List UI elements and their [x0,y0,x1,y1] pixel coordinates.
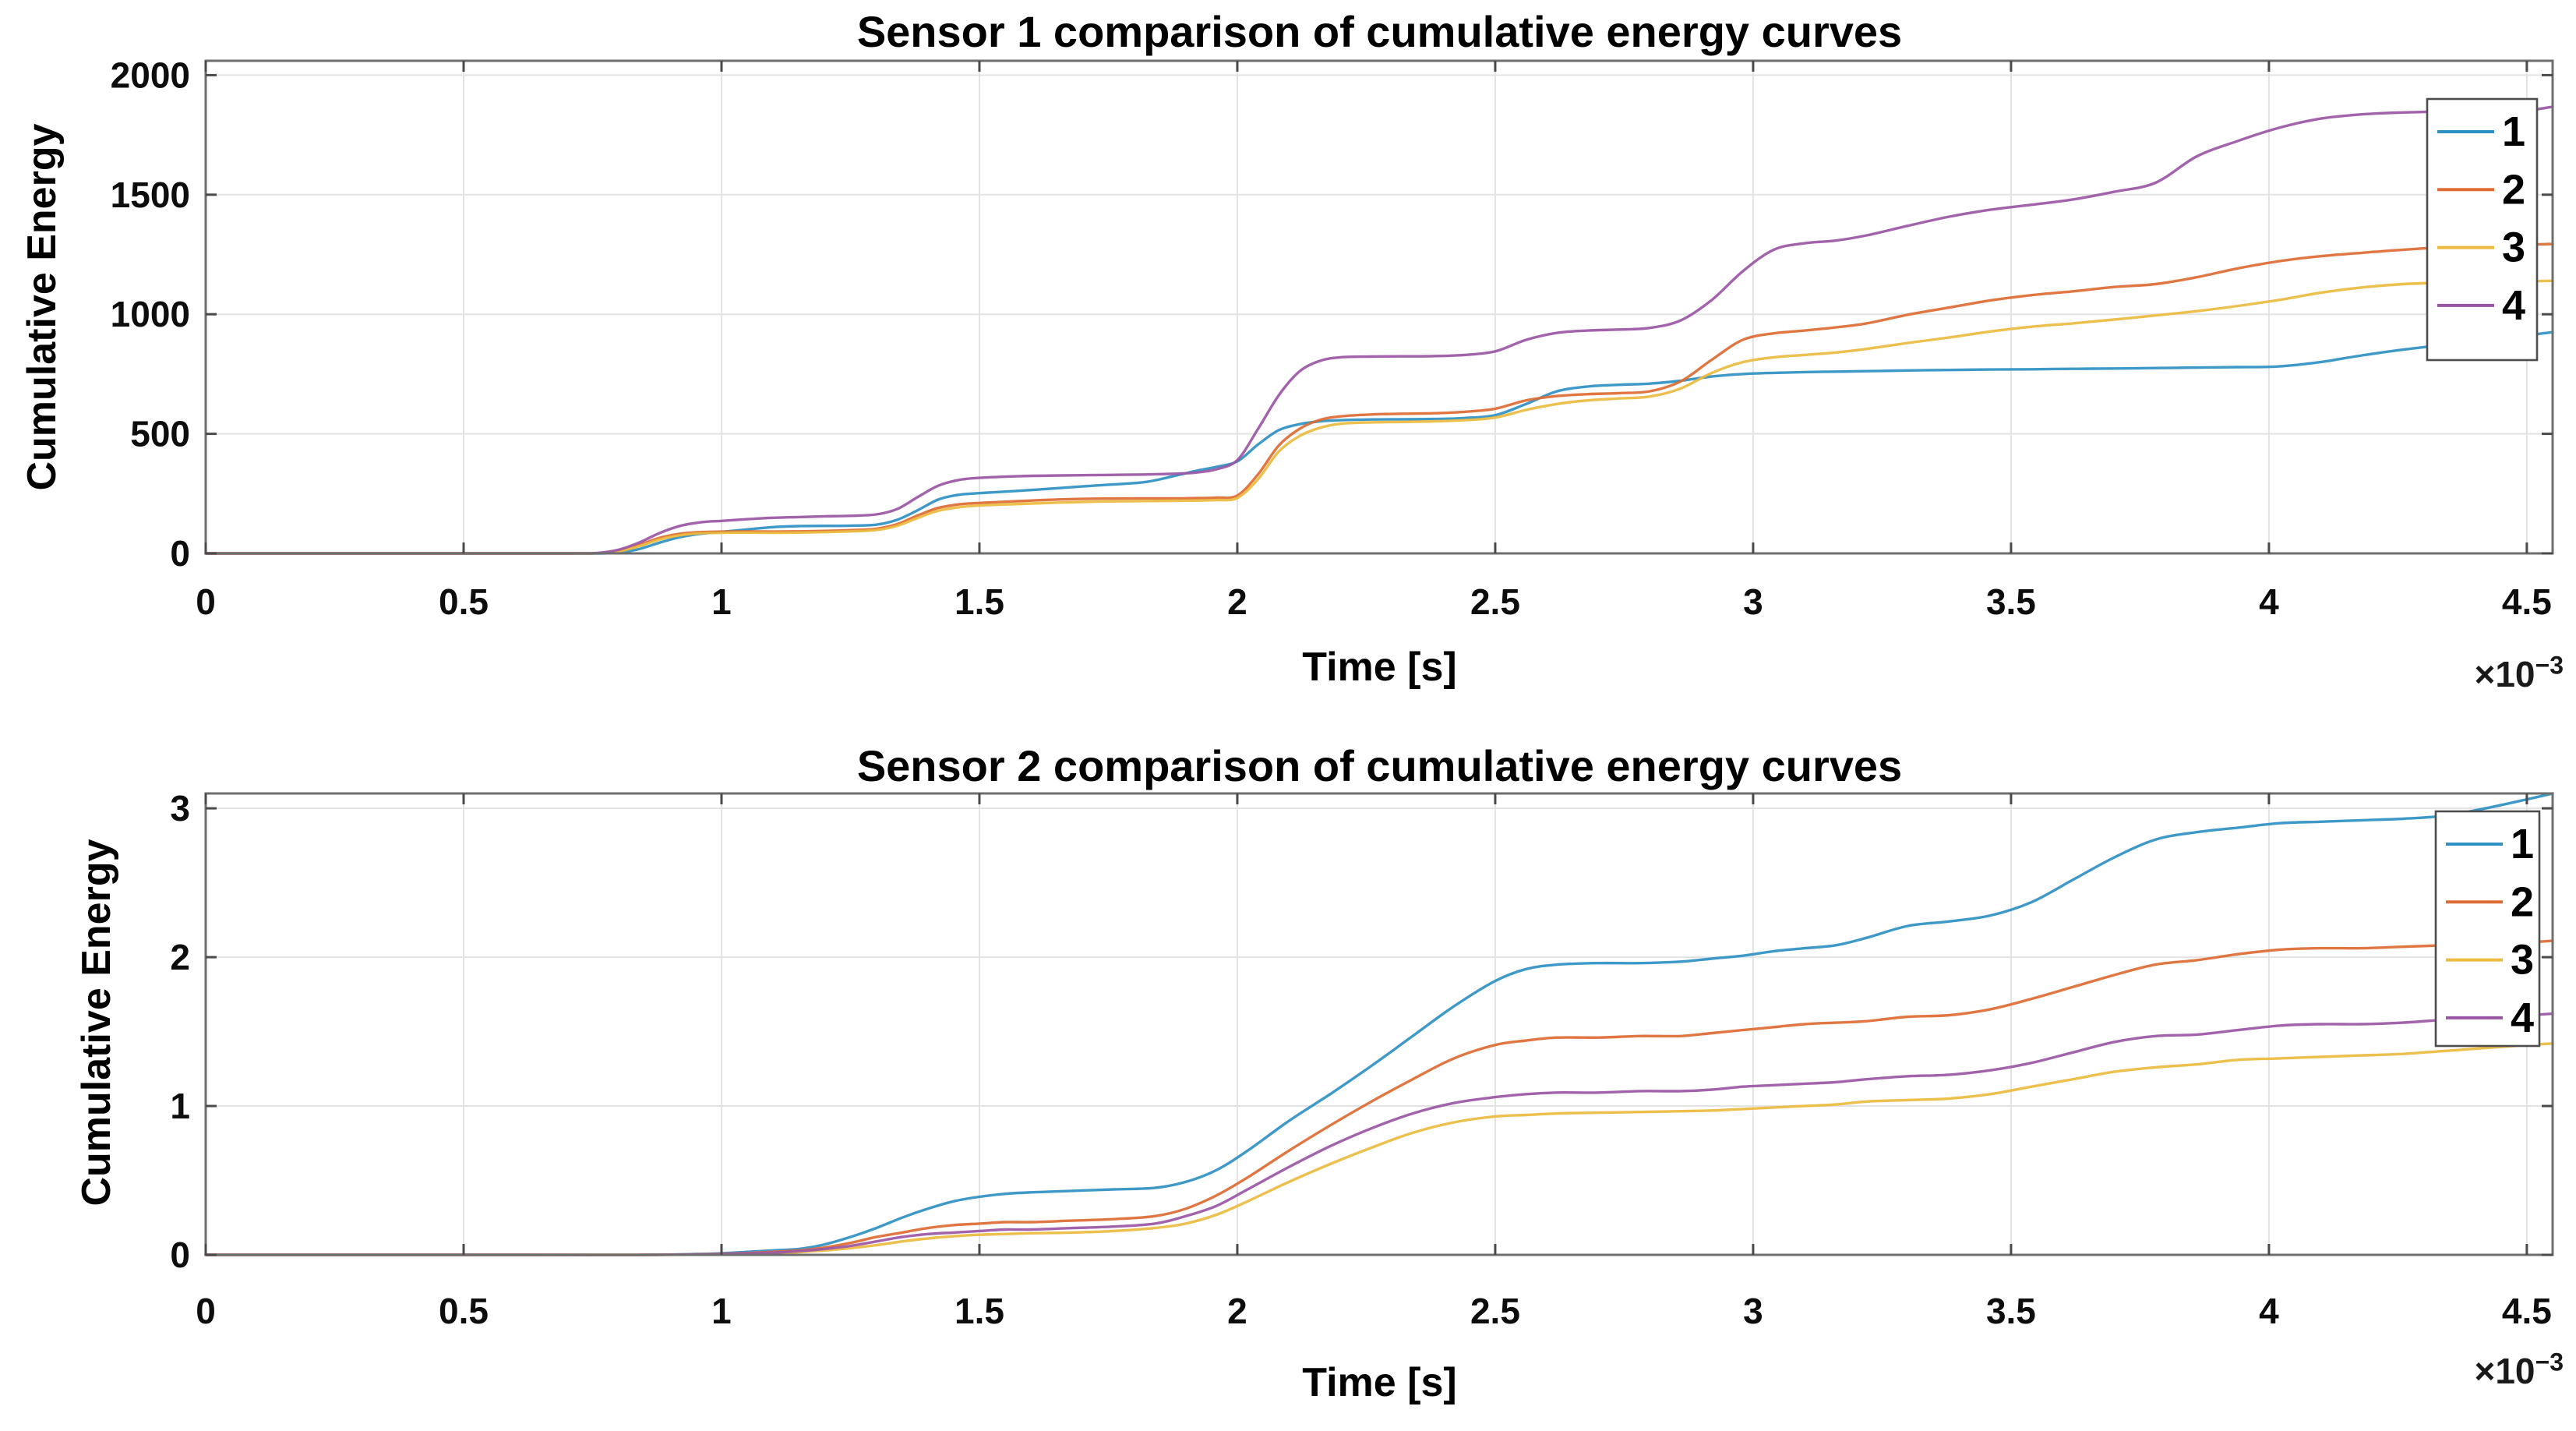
exponent-power: −3 [2535,651,2564,680]
x-tick-label: 4.5 [2502,581,2552,622]
x-tick-label: 2.5 [1470,581,1520,622]
tick-marks [204,793,2553,1256]
x-tick-label: 2 [1227,1291,1247,1331]
x-tick-label: 2 [1227,581,1247,622]
x-tick-label: 1.5 [955,1291,1004,1331]
x-tick-label: 2.5 [1470,1291,1520,1331]
legend-box [2426,97,2539,362]
x-tick-label: 1.5 [955,581,1004,622]
legend-item-1: 1 [2446,821,2534,867]
subplot2-x-axis-exponent: ×10−3 [2361,1350,2564,1392]
x-tick-label: 0.5 [439,1291,489,1331]
series-line-1 [204,330,2554,555]
subplot1-title: Sensor 1 comparison of cumulative energy… [856,7,1903,56]
y-tick-label: 1500 [111,175,190,215]
series-line-1 [204,792,2554,1256]
y-tick-label: 0 [170,1235,190,1275]
series-line-4 [204,105,2554,555]
legend-label-4: 4 [2502,282,2525,329]
y-tick-label: 2000 [111,55,190,95]
legend-label-2: 2 [2502,166,2525,213]
series-line-3 [204,279,2554,555]
legend-item-2: 2 [2446,878,2534,925]
grid [205,793,2553,1256]
series-line-2 [204,939,2554,1256]
x-tick-label: 3.5 [1986,1291,2036,1331]
y-tick-label: 1000 [111,294,190,334]
y-tick-label: 3 [170,788,190,829]
legend: 1 2 3 4 [2434,810,2541,1048]
x-tick-label: 0.5 [439,581,489,622]
legend-item-3: 3 [2446,937,2534,984]
grid [205,61,2553,554]
axes-box [204,59,2554,555]
subplot2-title: Sensor 2 comparison of cumulative energy… [856,741,1903,790]
subplot-2: 0 0.5 1 1.5 2 2.5 3 3.5 4 4.5 0 1 2 3 1 2 3 4 [170,788,2554,1331]
exponent-base: ×10 [2474,1351,2535,1391]
legend-item-2: 2 [2437,166,2525,213]
legend-label-4: 4 [2511,995,2534,1041]
exponent-base: ×10 [2474,654,2535,694]
legend-box [2434,810,2541,1048]
legend-label-3: 3 [2511,937,2534,984]
y-tick-label: 500 [130,414,190,454]
legend-label-1: 1 [2502,108,2525,155]
x-tick-label: 3.5 [1986,581,2036,622]
series-line-3 [204,1042,2554,1256]
x-tick-label: 0 [196,1291,216,1331]
subplot1-xlabel: Time [s] [1302,645,1457,690]
series-line-4 [204,1012,2554,1256]
x-tick-label: 4 [2259,1291,2279,1331]
x-tick-label: 3 [1743,581,1763,622]
subplot-1: 0 0.5 1 1.5 2 2.5 3 3.5 4 4.5 0 500 1000 1500 2000 1 2 3 4 [111,55,2554,622]
axes-box [204,792,2554,1256]
legend-item-4: 4 [2446,995,2534,1041]
legend-item-3: 3 [2437,224,2525,271]
legend-label-1: 1 [2511,821,2534,867]
tick-marks [204,61,2553,555]
tick-labels: 0 0.5 1 1.5 2 2.5 3 3.5 4 4.5 0 1 2 3 [170,788,2551,1331]
x-tick-label: 0 [196,581,216,622]
y-tick-label: 2 [170,937,190,977]
x-tick-label: 3 [1743,1291,1763,1331]
x-tick-label: 4 [2259,581,2279,622]
legend-label-2: 2 [2511,878,2534,925]
subplot2-xlabel: Time [s] [1302,1360,1457,1405]
x-tick-label: 1 [711,581,732,622]
x-tick-label: 4.5 [2502,1291,2552,1331]
tick-labels: 0 0.5 1 1.5 2 2.5 3 3.5 4 4.5 0 500 1000 1500 2000 [111,55,2552,622]
legend: 1 2 3 4 [2426,97,2539,362]
exponent-power: −3 [2535,1348,2564,1376]
y-tick-label: 1 [170,1086,190,1126]
series [204,105,2554,555]
legend-item-4: 4 [2437,282,2525,329]
subplot1-x-axis-exponent: ×10−3 [2361,653,2564,695]
y-tick-label: 0 [170,533,190,574]
x-tick-label: 1 [711,1291,732,1331]
legend-item-1: 1 [2437,108,2525,155]
series [204,792,2554,1256]
legend-label-3: 3 [2502,224,2525,271]
series-line-2 [204,242,2554,555]
